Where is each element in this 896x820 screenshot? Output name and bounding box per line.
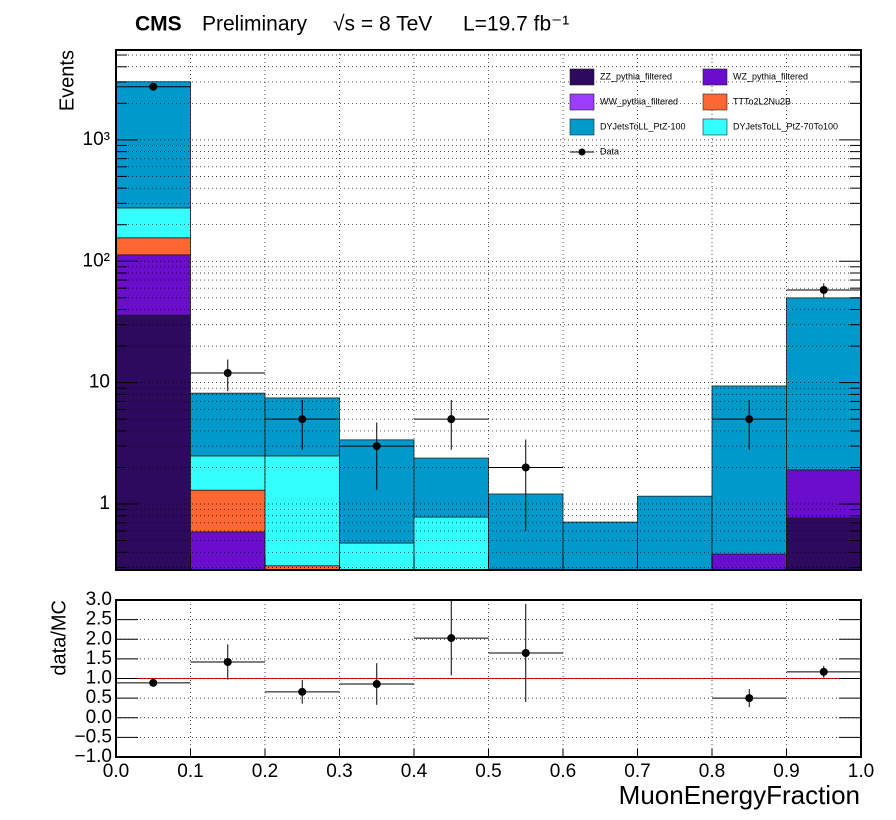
y-tick-label: 2.0 <box>86 628 112 649</box>
legend-label: Data <box>600 146 619 156</box>
legend-swatch <box>569 68 595 86</box>
histogram-bar <box>786 297 861 471</box>
legend: ZZ_pythia_filtered WZ_pythia_filtered WW_p… <box>569 68 838 156</box>
histogram-bar <box>413 457 489 518</box>
plot-area <box>116 81 861 570</box>
histogram-bar <box>190 531 266 570</box>
histogram-bar <box>116 254 191 316</box>
histogram-bar <box>786 517 861 570</box>
y-tick-label: 2.5 <box>86 609 112 630</box>
chart-title: CMS <box>135 13 182 36</box>
histogram-bar <box>190 455 266 491</box>
y-tick-label: 0.5 <box>86 687 112 708</box>
data-point <box>149 82 158 91</box>
legend-swatch <box>569 93 595 111</box>
x-tick-label: 0.4 <box>401 761 428 782</box>
histogram-bar <box>190 489 266 533</box>
frame <box>115 49 862 571</box>
histogram-bar <box>786 469 861 519</box>
x-tick-label: 0.7 <box>624 761 650 782</box>
y-tick-label: 10² <box>83 250 110 271</box>
x-tick-label: 0.8 <box>699 761 725 782</box>
legend-label: ZZ_pythia_filtered <box>600 71 672 81</box>
legend-swatch <box>702 68 728 86</box>
y-axis-label: Events <box>56 50 78 111</box>
data-point <box>447 415 456 424</box>
data-point <box>521 463 530 472</box>
histogram-bar <box>264 455 340 567</box>
x-tick-label: 1.0 <box>848 761 874 782</box>
histogram-bar <box>116 81 191 209</box>
y-tick-label: −1.0 <box>74 746 112 767</box>
y-tick-label: 1.0 <box>86 668 112 689</box>
legend-label: WZ_pythia_filtered <box>733 71 808 81</box>
x-tick-label: 0.0 <box>103 761 129 782</box>
y-tick-label: −0.5 <box>74 726 112 747</box>
x-tick-label: 0.6 <box>550 761 576 782</box>
data-point <box>298 415 307 424</box>
y-tick-label: 1 <box>99 493 110 514</box>
data-point <box>819 667 828 676</box>
data-point <box>223 658 232 667</box>
legend-swatch <box>702 118 728 136</box>
x-tick-label: 0.2 <box>252 761 278 782</box>
legend-swatch <box>569 118 595 136</box>
histogram-bar <box>562 521 638 570</box>
histogram-bar <box>116 237 191 256</box>
y-tick-label: 1.5 <box>86 648 112 669</box>
legend-label: WW_pythia_filtered <box>600 96 678 106</box>
luminosity-label: L=19.7 fb⁻¹ <box>463 13 569 36</box>
data-point <box>819 285 828 294</box>
legend-label: DYJetsToLL_PtZ-70To100 <box>733 121 838 131</box>
data-point <box>223 369 232 378</box>
data-point <box>447 634 456 643</box>
x-tick-label: 0.5 <box>475 761 501 782</box>
x-axis-label: MuonEnergyFraction <box>619 780 860 810</box>
data-point <box>372 679 381 688</box>
y-tick-label: 3.0 <box>86 589 112 610</box>
ratio-y-axis-label: data/MC <box>48 600 70 676</box>
x-tick-label: 0.9 <box>773 761 799 782</box>
data-point <box>745 415 754 424</box>
histogram-bar <box>637 495 713 570</box>
data-point <box>149 678 158 687</box>
data-point <box>521 648 530 657</box>
histogram-bar <box>413 516 489 570</box>
legend-marker <box>578 148 586 156</box>
histogram-bar <box>116 207 191 239</box>
y-tick-label: 10 <box>89 372 110 393</box>
energy-label: √s = 8 TeV <box>333 13 432 36</box>
x-tick-label: 0.3 <box>326 761 352 782</box>
legend-label: DYJetsToLL_PtZ-100 <box>600 121 686 131</box>
histogram-bar <box>116 314 191 570</box>
data-point <box>298 687 307 696</box>
x-tick-label: 0.1 <box>177 761 203 782</box>
histogram-bar <box>190 392 266 457</box>
legend-swatch <box>702 93 728 111</box>
legend-label: TTTo2L2Nu2B <box>733 96 791 106</box>
data-point <box>745 694 754 703</box>
frame <box>115 599 862 758</box>
chart-subtitle: Preliminary <box>202 13 308 36</box>
y-tick-label: 0.0 <box>86 707 112 728</box>
y-tick-label: 10³ <box>83 129 110 150</box>
